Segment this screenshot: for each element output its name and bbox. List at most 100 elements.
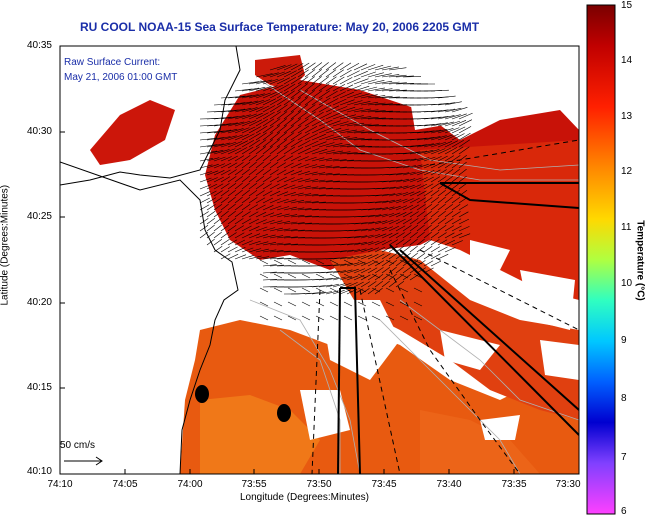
current-vector — [413, 259, 423, 265]
current-vector — [227, 232, 237, 239]
current-vector — [255, 190, 265, 197]
current-vector — [381, 266, 391, 274]
current-vector — [458, 226, 470, 232]
current-vector — [304, 148, 320, 155]
current-vector — [444, 114, 461, 120]
chart-title: RU COOL NOAA-15 Sea Surface Temperature:… — [80, 20, 480, 34]
current-vector — [388, 225, 400, 232]
current-vector — [262, 234, 276, 239]
current-vector — [374, 187, 389, 190]
current-vector — [283, 229, 298, 232]
current-vector — [283, 125, 295, 134]
annotation-line-2: May 21, 2006 01:00 GMT — [64, 72, 178, 83]
current-vector — [357, 287, 367, 293]
x-tick-label: 73:30 — [555, 479, 581, 490]
current-vector — [259, 315, 269, 321]
current-vector — [234, 127, 250, 134]
current-vector — [325, 135, 342, 141]
current-vector — [220, 203, 229, 211]
current-vector — [276, 77, 291, 85]
current-vector — [367, 254, 379, 260]
current-vector — [227, 121, 245, 127]
current-vector — [395, 165, 410, 169]
current-vector — [199, 177, 212, 183]
current-vector — [227, 210, 236, 218]
current-vector — [374, 213, 388, 218]
current-vector — [213, 156, 226, 162]
current-vector — [329, 273, 339, 279]
x-tick-label: 74:00 — [177, 479, 203, 490]
current-vector — [259, 273, 269, 279]
current-vector — [346, 236, 361, 239]
current-vector — [437, 128, 454, 134]
current-vector — [234, 169, 244, 176]
current-vector — [290, 97, 301, 106]
current-vector — [262, 176, 272, 183]
current-vector — [353, 131, 372, 134]
y-axis-label: Latitude (Degrees:Minutes) — [0, 184, 11, 306]
current-vector — [206, 130, 225, 134]
current-vector — [276, 155, 286, 162]
current-vector — [269, 118, 281, 127]
current-vector — [423, 203, 433, 211]
current-vector — [220, 122, 238, 127]
current-vector — [346, 115, 364, 120]
current-vector — [360, 234, 374, 239]
current-vector — [416, 238, 425, 246]
current-vector — [255, 132, 267, 141]
current-vector — [385, 315, 395, 321]
current-vector — [290, 63, 304, 71]
current-vector — [430, 260, 442, 267]
current-vector — [325, 112, 340, 120]
current-vector — [332, 250, 347, 253]
current-vector — [304, 292, 319, 295]
current-vector — [318, 142, 335, 148]
current-vector — [423, 142, 441, 148]
current-vector — [318, 291, 333, 295]
current-vector — [430, 239, 440, 246]
colorbar-tick: 7 — [621, 452, 627, 463]
current-vector — [339, 77, 353, 85]
current-vector — [241, 211, 251, 218]
current-vector — [409, 231, 418, 239]
current-vector — [304, 90, 315, 99]
current-vector — [374, 110, 393, 113]
current-vector — [416, 211, 426, 218]
current-vector — [269, 104, 282, 113]
current-vector — [234, 225, 244, 232]
current-vector — [290, 207, 305, 211]
current-vector — [353, 70, 368, 78]
current-vector — [381, 104, 400, 106]
current-vector — [360, 221, 375, 225]
current-vector — [248, 161, 257, 169]
current-vector — [248, 218, 260, 225]
current-vector — [262, 227, 276, 232]
current-vector — [297, 132, 310, 141]
current-vector — [395, 266, 404, 274]
current-vector — [374, 246, 386, 253]
current-vector — [262, 197, 274, 204]
y-tick-label: 40:25 — [26, 211, 52, 222]
current-vector — [304, 171, 318, 176]
axis-ticks — [59, 45, 515, 475]
current-vector — [451, 168, 460, 176]
current-vector — [269, 183, 280, 190]
current-vector — [227, 155, 238, 162]
current-vector — [451, 155, 461, 162]
current-vector — [283, 97, 295, 106]
current-vector — [451, 133, 465, 141]
shipping-lanes — [311, 139, 579, 474]
current-vector — [248, 175, 257, 183]
current-vector — [227, 203, 236, 211]
current-vector — [199, 218, 209, 225]
y-tick-label: 40:20 — [26, 297, 52, 308]
current-vector — [409, 218, 419, 225]
current-vector — [360, 131, 379, 134]
current-vector — [297, 111, 309, 120]
x-tick-label: 74:10 — [47, 479, 73, 490]
current-vector — [325, 76, 337, 85]
current-vector — [381, 173, 396, 176]
current-vector — [402, 266, 411, 274]
current-vector — [304, 104, 316, 113]
